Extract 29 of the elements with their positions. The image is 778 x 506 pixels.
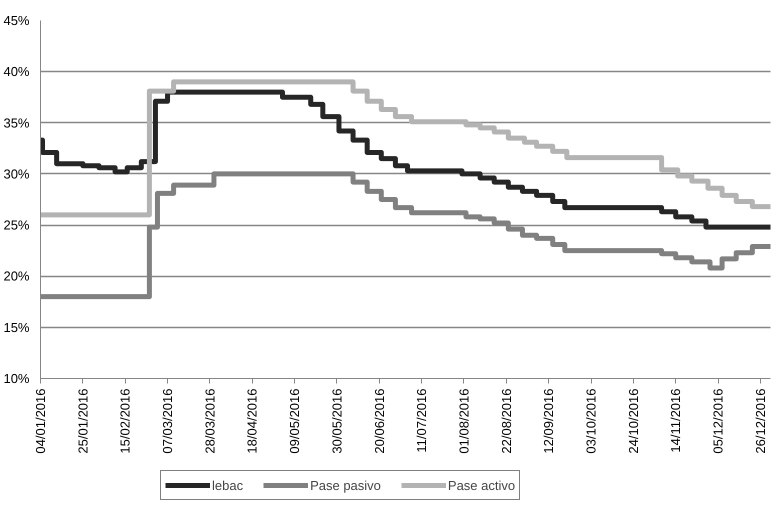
- x-tick-label: 14/11/2016: [668, 388, 684, 453]
- x-tick-label: 18/04/2016: [244, 388, 260, 454]
- x-tick-label: 11/07/2016: [414, 388, 430, 453]
- x-tick-label: 01/08/2016: [456, 388, 472, 454]
- x-tick-label: 15/02/2016: [118, 388, 133, 454]
- x-tick-label: 24/10/2016: [626, 388, 641, 454]
- x-tick-label: 09/05/2016: [287, 388, 302, 454]
- x-tick-label: 30/05/2016: [329, 388, 344, 454]
- legend-label: Pase pasivo: [310, 478, 381, 492]
- x-tick-label: 04/01/2016: [33, 388, 48, 454]
- y-tick-label: 30%: [3, 166, 30, 182]
- x-tick-label: 20/06/2016: [372, 388, 387, 454]
- y-tick-label: 45%: [3, 13, 30, 28]
- x-tick-label: 28/03/2016: [202, 388, 218, 454]
- y-tick-label: 25%: [3, 218, 30, 233]
- x-tick-label: 07/03/2016: [160, 388, 176, 454]
- y-tick-label: 40%: [3, 64, 30, 80]
- x-tick-label: 12/09/2016: [541, 388, 556, 454]
- x-tick-label: 26/12/2016: [752, 388, 768, 454]
- y-tick-label: 15%: [3, 320, 30, 335]
- y-tick-label: 35%: [3, 115, 30, 130]
- y-tick-label: 20%: [3, 268, 30, 284]
- x-tick-label: 22/08/2016: [498, 388, 514, 454]
- legend-label: Pase activo: [448, 478, 516, 492]
- x-tick-label: 25/01/2016: [75, 388, 90, 454]
- legend-label: lebac: [212, 478, 244, 492]
- y-tick-label: 10%: [3, 371, 30, 386]
- x-tick-label: 03/10/2016: [584, 388, 599, 454]
- x-tick-label: 05/12/2016: [710, 388, 726, 454]
